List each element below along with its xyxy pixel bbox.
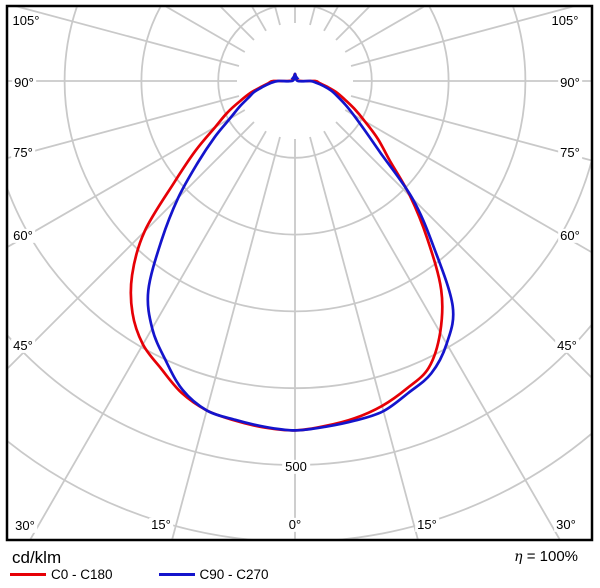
curve-c90-c270 [146,72,455,432]
radial-grid-line [350,95,591,162]
radial-grid-line [8,95,240,159]
apex-marker-icon [290,73,300,79]
gamma-angle-label: 75° [11,144,35,161]
gamma-angle-label: 15° [149,516,173,533]
gamma-angle-label: 0° [286,516,304,533]
radial-grid-line [274,7,281,26]
intensity-ring [140,7,450,236]
gamma-angle-label: 60° [558,227,582,244]
radial-grid-line [350,7,574,67]
efficiency-label: η = 100% [514,548,578,566]
legend-label: C0 - C180 [51,566,113,582]
radial-grid-line [309,136,419,539]
gamma-angle-label: 105° [549,12,581,29]
legend-line-c0-c180 [10,572,46,576]
radial-grid-line [335,121,591,379]
gamma-angle-label: 30° [13,517,37,534]
intensity-ring [217,7,373,159]
intensity-ring [63,7,527,313]
gamma-angle-label: 105° [10,12,42,29]
radial-grid-line [8,109,246,248]
gamma-angle-label: 45° [555,337,579,354]
radial-grid-line [323,130,561,539]
plot-border [5,4,594,542]
radial-grid-line [29,130,267,539]
gamma-angle-label: 60° [11,227,35,244]
intensity-ring [8,324,591,466]
efficiency-value: = 100% [526,548,578,565]
gamma-angle-label: 45° [11,337,35,354]
gamma-angle-label: 15° [415,516,439,533]
gamma-angle-label: 75° [558,144,582,161]
intensity-ring [8,160,591,390]
radial-grid-line [16,7,240,67]
radial-grid-line [309,7,316,26]
gamma-angle-label: 30° [554,516,578,533]
c-plane-curves [129,72,455,432]
radial-grid-line [8,121,255,370]
radial-grid-line [344,109,591,253]
gamma-angle-label: 90° [558,74,582,91]
legend-label: C90 - C270 [199,566,269,582]
ring-value-label: 500 [282,459,310,475]
unit-label: cd/klm [12,548,62,567]
legend-line-c90-c270 [158,572,195,576]
gamma-angle-label: 90° [12,74,36,91]
radial-grid-line [171,136,281,539]
legend: C0 - C180 C90 - C270 [10,566,315,582]
curve-c0-c180 [129,72,444,432]
eta-symbol: η [514,549,523,565]
